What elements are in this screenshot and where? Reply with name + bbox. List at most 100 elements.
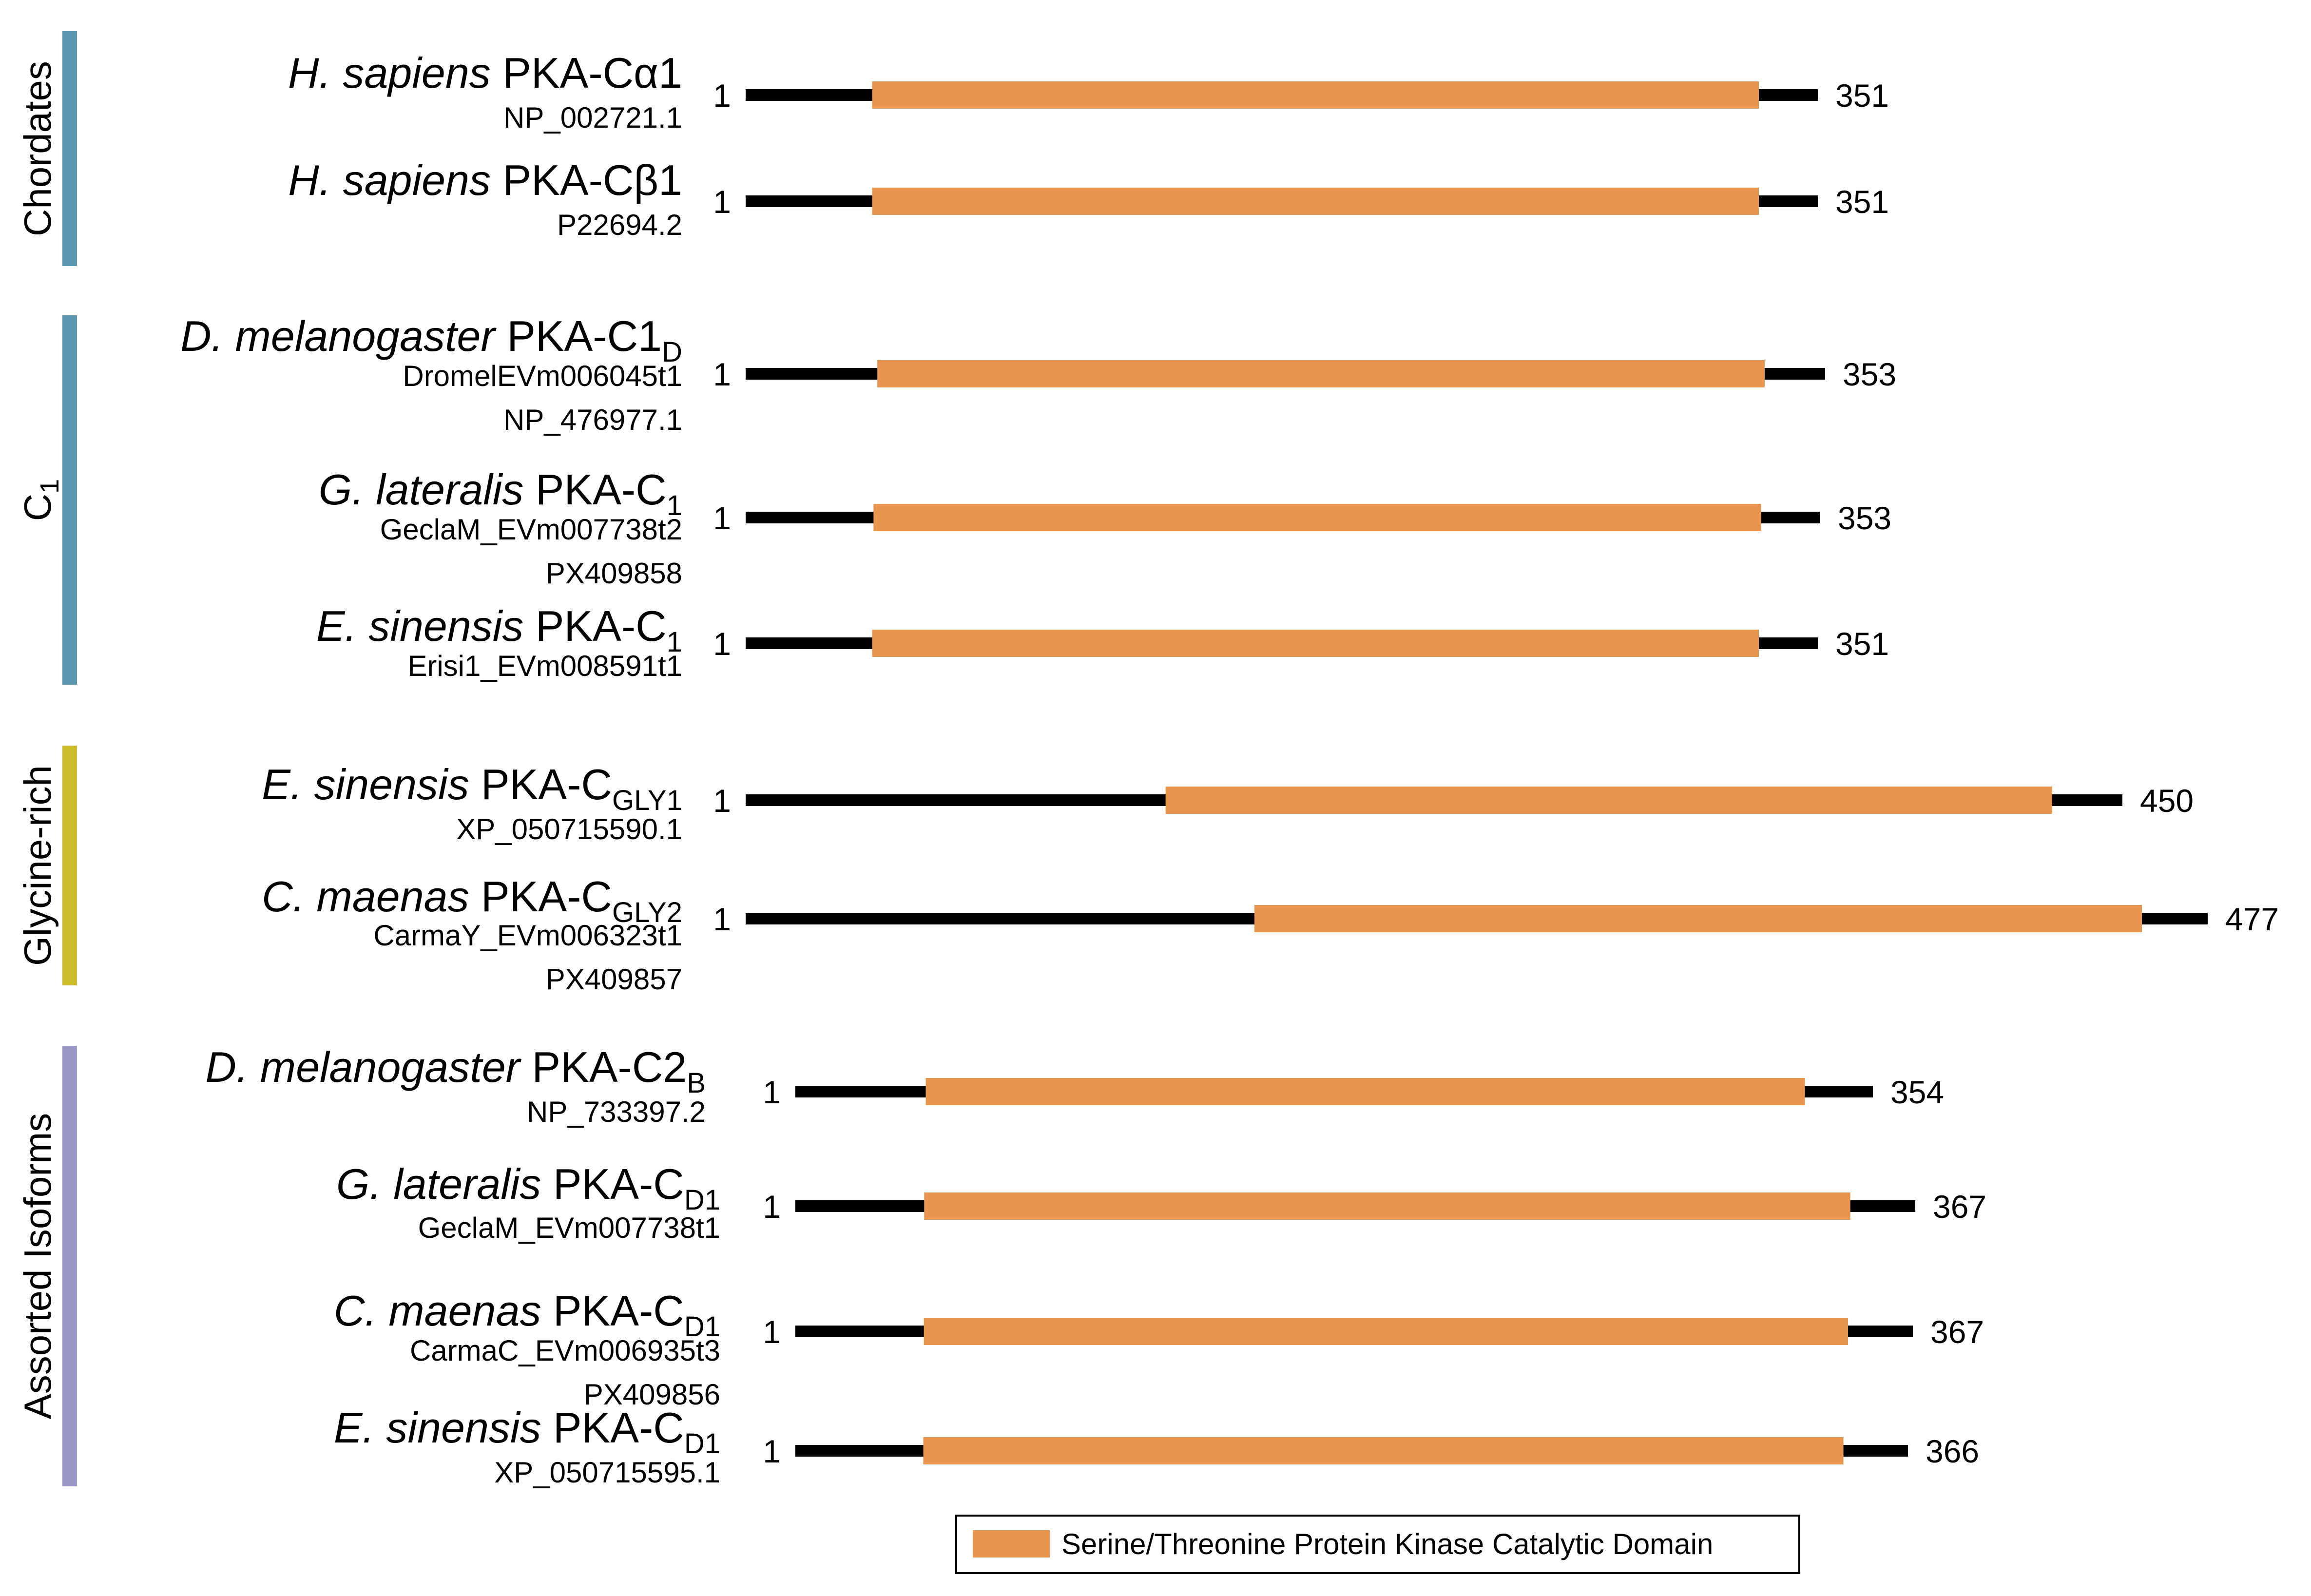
start-label: 1 <box>713 901 731 937</box>
start-label: 1 <box>713 500 731 536</box>
protein-name: PKA-C2 <box>532 1043 687 1091</box>
accession-label: PX409858 <box>546 557 682 590</box>
group-label: Chordates <box>16 61 59 236</box>
protein-subscript: B <box>687 1067 706 1099</box>
species-name: G. lateralis <box>319 465 536 514</box>
protein-title: D. melanogaster PKA-C2B <box>205 1043 706 1099</box>
kinase-domain <box>1254 905 2142 932</box>
protein-name: PKA-Cα1 <box>502 49 682 97</box>
accession-label: P22694.2 <box>557 209 682 241</box>
start-label: 1 <box>763 1314 781 1350</box>
group-label: Assorted Isoforms <box>16 1113 59 1420</box>
protein-name: PKA-C <box>481 872 612 921</box>
accession-label: CarmaC_EVm006935t3 <box>410 1334 720 1367</box>
start-label: 1 <box>763 1189 781 1225</box>
kinase-domain <box>1165 787 2052 814</box>
accession-label: Erisi1_EVm008591t1 <box>407 650 682 682</box>
protein-name: PKA-C <box>536 465 667 514</box>
start-label: 1 <box>713 783 731 819</box>
kinase-domain <box>872 81 1759 109</box>
legend: Serine/Threonine Protein Kinase Catalyti… <box>955 1515 1800 1574</box>
length-label: 367 <box>1930 1314 1984 1350</box>
protein-subscript: D1 <box>684 1428 720 1460</box>
accession-label: NP_476977.1 <box>503 404 682 436</box>
group-bar <box>62 746 77 985</box>
species-name: C. maenas <box>262 872 481 921</box>
group-bar <box>62 31 77 266</box>
kinase-domain <box>924 1318 1849 1345</box>
group-label: C1 <box>16 479 64 521</box>
start-label: 1 <box>713 77 731 114</box>
protein-name: PKA-C <box>481 760 612 808</box>
protein-row: H. sapiens PKA-Cα1 NP_002721.1 1 351 <box>288 49 1889 134</box>
length-label: 354 <box>1890 1074 1944 1110</box>
accession-label: PX409856 <box>584 1378 720 1411</box>
protein-subscript: D1 <box>684 1184 720 1216</box>
legend-box <box>955 1515 1800 1574</box>
protein-row: H. sapiens PKA-Cβ1 P22694.2 1 351 <box>288 156 1889 241</box>
protein-name: PKA-C <box>536 602 667 650</box>
species-name: H. sapiens <box>288 156 502 204</box>
kinase-domain <box>924 1192 1850 1220</box>
species-name: C. maenas <box>334 1287 553 1335</box>
protein-subscript: GLY1 <box>612 785 682 816</box>
legend-swatch <box>973 1530 1050 1558</box>
protein-name: PKA-C <box>553 1287 684 1335</box>
kinase-domain <box>872 630 1759 657</box>
accession-label: PX409857 <box>546 963 682 996</box>
group-bar <box>62 1046 77 1486</box>
protein-row: D. melanogaster PKA-C1DDromelEVm006045t1… <box>180 312 1896 436</box>
length-label: 367 <box>1933 1189 1986 1225</box>
protein-name: PKA-C <box>553 1160 684 1208</box>
protein-subscript: D <box>662 336 682 368</box>
species-name: E. sinensis <box>334 1404 553 1452</box>
species-name: G. lateralis <box>336 1160 553 1208</box>
length-label: 353 <box>1843 356 1896 392</box>
accession-label: CarmaY_EVm006323t1 <box>373 919 682 952</box>
protein-title: E. sinensis PKA-CD1 <box>334 1404 720 1460</box>
protein-subscript: 1 <box>667 490 682 521</box>
protein-name: PKA-C <box>553 1404 684 1452</box>
accession-label: NP_733397.2 <box>527 1096 706 1128</box>
protein-title: E. sinensis PKA-C1 <box>316 602 682 658</box>
accession-label: GeclaM_EVm007738t1 <box>418 1211 720 1244</box>
start-label: 1 <box>763 1433 781 1469</box>
protein-title: G. lateralis PKA-CD1 <box>336 1160 720 1216</box>
group-bars: Chordates C1 Glycine-rich Assorted Isoforms <box>16 31 77 1486</box>
protein-title: C. maenas PKA-CD1 <box>334 1287 720 1343</box>
length-label: 477 <box>2225 901 2279 937</box>
protein-subscript: 1 <box>667 626 682 658</box>
kinase-domain <box>923 1437 1844 1464</box>
protein-title: G. lateralis PKA-C1 <box>319 465 682 521</box>
accession-label: XP_050715590.1 <box>456 813 682 846</box>
protein-title: H. sapiens PKA-Cβ1 <box>288 156 682 204</box>
length-label: 351 <box>1835 626 1889 662</box>
protein-subscript: D1 <box>684 1311 720 1343</box>
accession-label: XP_050715595.1 <box>494 1456 720 1489</box>
length-label: 366 <box>1926 1433 1979 1469</box>
start-label: 1 <box>713 184 731 220</box>
kinase-domain <box>877 360 1765 387</box>
kinase-domain <box>873 504 1761 531</box>
start-label: 1 <box>713 356 731 392</box>
kinase-domain <box>925 1078 1805 1105</box>
accession-label: DromelEVm006045t1 <box>403 360 682 392</box>
protein-title: E. sinensis PKA-CGLY1 <box>262 760 682 816</box>
protein-row: G. lateralis PKA-C1GeclaM_EVm007738t2PX4… <box>319 465 1891 590</box>
start-label: 1 <box>763 1074 781 1110</box>
protein-title: H. sapiens PKA-Cα1 <box>288 49 682 97</box>
legend-label: Serine/Threonine Protein Kinase Catalyti… <box>1061 1528 1713 1560</box>
species-name: E. sinensis <box>262 760 481 808</box>
accession-label: GeclaM_EVm007738t2 <box>380 513 682 546</box>
species-name: H. sapiens <box>288 49 502 97</box>
length-label: 450 <box>2140 783 2194 819</box>
protein-title: D. melanogaster PKA-C1D <box>180 312 682 368</box>
